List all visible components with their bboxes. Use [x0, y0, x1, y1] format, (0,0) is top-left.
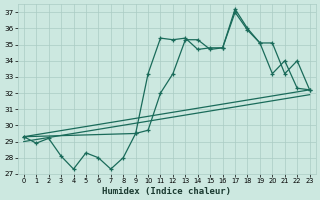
- X-axis label: Humidex (Indice chaleur): Humidex (Indice chaleur): [102, 187, 231, 196]
